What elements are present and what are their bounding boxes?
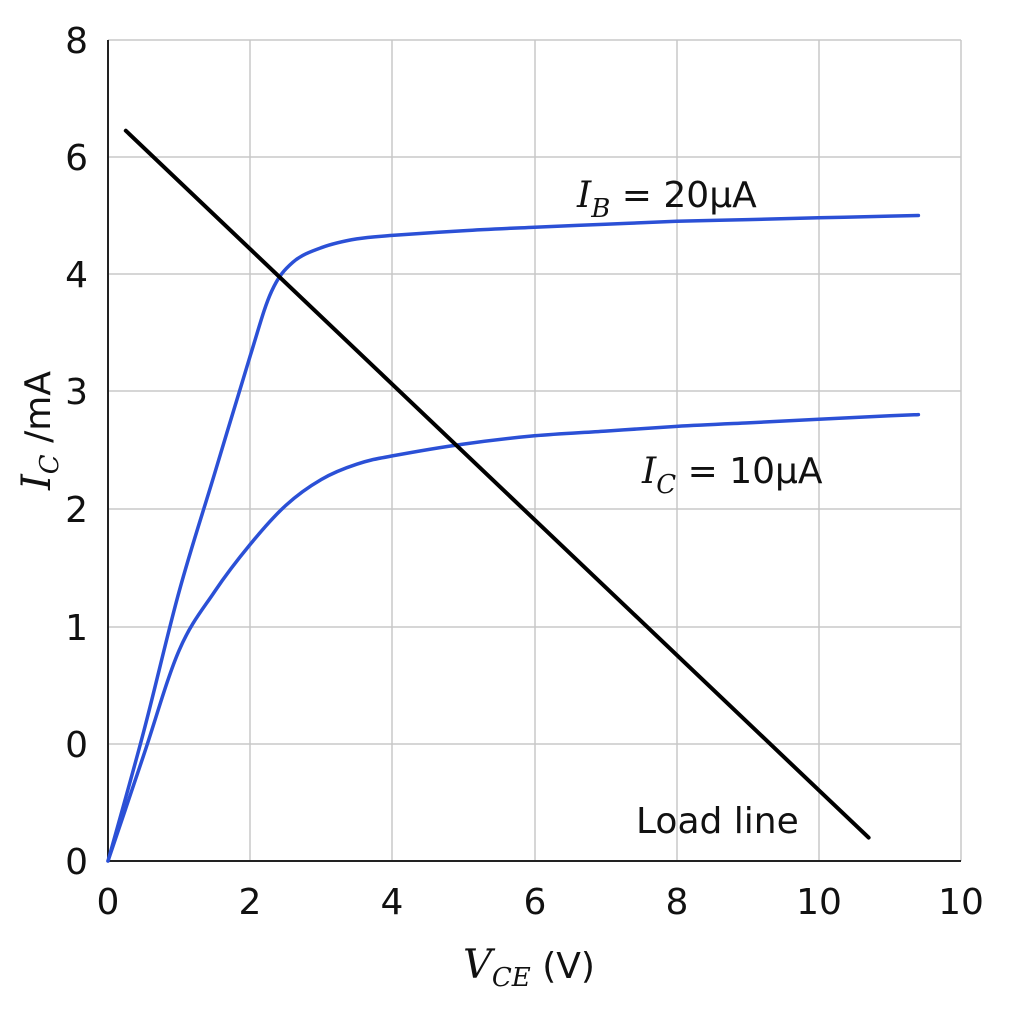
axes [107, 40, 961, 862]
series-lines [106, 128, 921, 863]
y-axis-label: IC /mA [14, 371, 65, 491]
y-tick-label: 6 [65, 138, 88, 179]
x-tick-label: 0 [97, 882, 120, 923]
series-label-ib: IB = 20μA [576, 175, 757, 224]
x-tick-label: 4 [381, 882, 404, 923]
x-tick-label: 6 [524, 882, 547, 923]
y-tick-label: 8 [65, 21, 88, 62]
load-line-label: Load line [636, 801, 799, 842]
x-tick-label: 10 [796, 882, 842, 923]
y-tick-label: 1 [65, 608, 88, 649]
y-tick-labels: 0 0 1 2 3 4 6 8 [65, 21, 88, 883]
x-tick-label: 10 [938, 882, 984, 923]
series-label-ic: IC = 10μA [641, 451, 823, 500]
y-tick-label: 4 [65, 255, 88, 296]
y-tick-label: 3 [65, 372, 88, 413]
x-tick-label: 2 [239, 882, 262, 923]
y-tick-label: 0 [65, 725, 88, 766]
x-axis-label: VCE (V) [463, 942, 595, 993]
y-tick-label: 0 [65, 842, 88, 883]
y-tick-label: 2 [65, 490, 88, 531]
x-tick-label: 8 [666, 882, 689, 923]
series-line-ic-10ua [106, 412, 921, 863]
series-line-ib-20ua [106, 213, 921, 863]
grid [107, 39, 962, 861]
load-line [123, 128, 871, 840]
x-tick-labels: 0 2 4 6 8 10 10 [97, 882, 984, 923]
